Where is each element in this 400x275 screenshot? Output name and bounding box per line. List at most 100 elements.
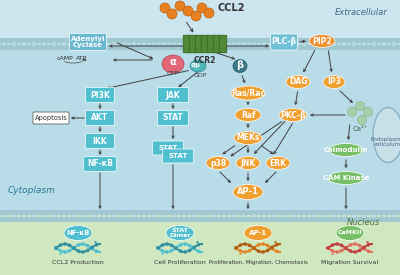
Circle shape: [341, 213, 347, 219]
Text: STAT: STAT: [158, 145, 178, 151]
Ellipse shape: [279, 109, 307, 122]
Circle shape: [160, 3, 170, 13]
Circle shape: [86, 249, 89, 252]
Circle shape: [1, 41, 7, 47]
Circle shape: [71, 41, 77, 47]
Circle shape: [241, 213, 247, 219]
Circle shape: [197, 249, 200, 253]
FancyBboxPatch shape: [201, 35, 209, 53]
Circle shape: [91, 41, 97, 47]
Circle shape: [41, 213, 47, 219]
Ellipse shape: [64, 226, 92, 241]
Text: AKT: AKT: [92, 114, 108, 122]
Text: Cytoplasm: Cytoplasm: [8, 186, 56, 195]
Text: cAMP: cAMP: [57, 56, 73, 61]
Text: Nucleus: Nucleus: [347, 218, 380, 227]
Text: CCL2 Production: CCL2 Production: [52, 260, 104, 265]
Circle shape: [243, 242, 247, 246]
Circle shape: [170, 249, 173, 252]
Circle shape: [349, 243, 352, 247]
Text: α: α: [170, 57, 176, 67]
Circle shape: [61, 213, 67, 219]
Text: Ras/Rac: Ras/Rac: [231, 89, 265, 98]
Text: IP3: IP3: [327, 78, 341, 87]
Circle shape: [266, 244, 269, 248]
Circle shape: [197, 3, 207, 13]
Circle shape: [174, 246, 178, 249]
Circle shape: [261, 213, 267, 219]
Ellipse shape: [266, 156, 290, 169]
FancyBboxPatch shape: [84, 156, 116, 172]
Circle shape: [251, 213, 257, 219]
FancyBboxPatch shape: [152, 141, 184, 155]
Circle shape: [68, 244, 71, 247]
Circle shape: [353, 250, 357, 254]
Circle shape: [349, 249, 352, 253]
Circle shape: [81, 41, 87, 47]
Text: Endoplasmic
reticulum: Endoplasmic reticulum: [370, 137, 400, 147]
Circle shape: [266, 249, 269, 252]
Circle shape: [353, 242, 357, 246]
Circle shape: [367, 243, 370, 246]
Circle shape: [54, 246, 58, 250]
Text: ERK: ERK: [270, 158, 286, 167]
FancyBboxPatch shape: [158, 111, 188, 125]
Circle shape: [391, 213, 397, 219]
FancyBboxPatch shape: [86, 87, 114, 103]
Text: MEKs: MEKs: [236, 133, 260, 142]
Circle shape: [191, 213, 197, 219]
FancyBboxPatch shape: [33, 112, 69, 124]
Circle shape: [361, 213, 367, 219]
Circle shape: [95, 243, 98, 246]
Circle shape: [261, 250, 265, 254]
Circle shape: [261, 242, 265, 246]
Circle shape: [371, 41, 377, 47]
Ellipse shape: [236, 156, 260, 169]
FancyBboxPatch shape: [213, 35, 221, 53]
Circle shape: [86, 244, 89, 248]
Circle shape: [331, 213, 337, 219]
Circle shape: [364, 108, 372, 117]
Circle shape: [156, 246, 160, 250]
Circle shape: [252, 246, 256, 249]
Circle shape: [192, 246, 196, 249]
Circle shape: [201, 213, 207, 219]
FancyBboxPatch shape: [219, 35, 227, 53]
Circle shape: [211, 213, 217, 219]
Text: PLC-β: PLC-β: [272, 37, 296, 46]
Circle shape: [161, 41, 167, 47]
Circle shape: [167, 9, 177, 19]
FancyBboxPatch shape: [183, 35, 191, 53]
Circle shape: [179, 243, 182, 247]
Circle shape: [101, 213, 107, 219]
Circle shape: [179, 249, 182, 253]
Circle shape: [344, 246, 348, 250]
FancyBboxPatch shape: [86, 111, 114, 125]
Text: CCR2: CCR2: [194, 56, 216, 65]
Circle shape: [41, 41, 47, 47]
Circle shape: [358, 249, 361, 252]
Circle shape: [326, 246, 330, 250]
FancyBboxPatch shape: [70, 34, 106, 51]
Circle shape: [51, 213, 57, 219]
Text: PKC-β: PKC-β: [280, 111, 306, 120]
Circle shape: [131, 41, 137, 47]
Circle shape: [151, 213, 157, 219]
Circle shape: [275, 249, 278, 253]
Circle shape: [151, 41, 157, 47]
Circle shape: [356, 101, 364, 111]
Circle shape: [71, 213, 77, 219]
Circle shape: [291, 41, 297, 47]
Text: STAT
Dimer: STAT Dimer: [169, 228, 191, 238]
Circle shape: [234, 246, 238, 250]
Ellipse shape: [166, 226, 194, 241]
Circle shape: [331, 243, 334, 247]
Text: Extracellular: Extracellular: [335, 8, 388, 17]
Text: GTP: GTP: [167, 71, 179, 76]
Text: Ca²⁺: Ca²⁺: [352, 126, 368, 132]
Circle shape: [181, 41, 187, 47]
Text: AP-1: AP-1: [237, 188, 259, 197]
Circle shape: [321, 213, 327, 219]
Circle shape: [248, 244, 251, 247]
Circle shape: [381, 41, 387, 47]
